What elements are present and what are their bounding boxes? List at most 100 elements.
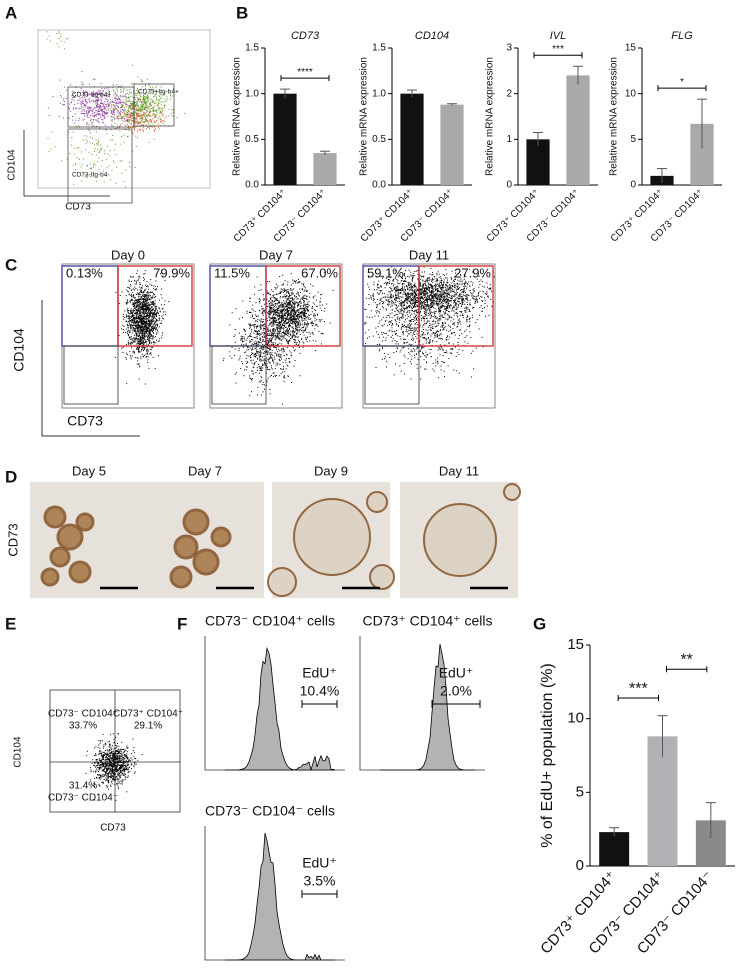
event-dot xyxy=(89,83,90,85)
event-dot xyxy=(154,114,156,116)
event-dot xyxy=(143,109,145,111)
event-dot xyxy=(253,336,255,338)
event-dot xyxy=(264,362,266,364)
event-dot xyxy=(133,307,135,309)
event-dot xyxy=(85,99,87,101)
event-dot xyxy=(271,308,273,310)
event-dot xyxy=(284,330,286,332)
event-dot xyxy=(285,290,287,292)
event-dot xyxy=(152,101,154,103)
event-dot xyxy=(143,122,145,123)
event-dot xyxy=(133,319,135,321)
event-dot xyxy=(283,291,285,292)
event-dot xyxy=(154,110,156,112)
event-dot xyxy=(149,119,151,121)
event-dot xyxy=(291,331,293,333)
event-dot xyxy=(454,287,456,289)
event-dot xyxy=(136,339,138,341)
event-dot xyxy=(301,330,302,332)
event-dot xyxy=(273,346,275,348)
event-dot xyxy=(155,342,157,344)
event-dot xyxy=(124,96,126,98)
event-dot xyxy=(74,148,76,149)
event-dot xyxy=(268,330,270,331)
event-dot xyxy=(171,95,173,97)
event-dot xyxy=(100,100,102,102)
event-dot xyxy=(269,322,271,324)
event-dot xyxy=(282,348,284,350)
event-dot xyxy=(267,312,269,314)
plot-title: Day 7 xyxy=(259,247,293,262)
event-dot xyxy=(261,332,263,334)
event-dot xyxy=(105,129,107,131)
event-dot xyxy=(283,350,285,352)
event-dot xyxy=(276,327,278,329)
event-dot xyxy=(424,271,426,273)
event-dot xyxy=(296,317,298,319)
event-dot xyxy=(143,329,145,331)
event-dot xyxy=(284,280,286,282)
event-dot xyxy=(142,292,144,294)
event-dot xyxy=(410,294,412,296)
event-dot xyxy=(70,101,72,103)
event-dot xyxy=(158,113,160,115)
event-dot xyxy=(127,342,129,344)
event-dot xyxy=(278,359,280,361)
event-dot xyxy=(277,317,279,319)
event-dot xyxy=(74,153,76,155)
event-dot xyxy=(151,304,153,305)
event-dot xyxy=(160,110,162,112)
event-dot xyxy=(147,337,149,339)
event-dot xyxy=(157,325,159,327)
event-dot xyxy=(264,303,266,305)
event-dot xyxy=(99,127,100,129)
event-dot xyxy=(289,307,291,309)
event-dot xyxy=(279,316,281,318)
event-dot xyxy=(148,319,150,321)
event-dot xyxy=(140,96,142,98)
event-dot xyxy=(155,327,157,329)
event-dot xyxy=(139,118,141,120)
event-dot xyxy=(138,92,140,94)
event-dot xyxy=(92,171,94,173)
event-dot xyxy=(129,342,131,344)
event-dot xyxy=(138,299,140,300)
event-dot xyxy=(97,93,99,95)
event-dot xyxy=(102,115,104,117)
event-dot xyxy=(248,349,250,351)
event-dot xyxy=(276,324,278,326)
event-dot xyxy=(151,302,152,304)
event-dot xyxy=(74,113,76,115)
event-dot xyxy=(135,126,137,128)
event-dot xyxy=(304,310,306,312)
event-dot xyxy=(309,296,310,298)
event-dot xyxy=(68,108,70,110)
event-dot xyxy=(133,323,135,325)
event-dot xyxy=(389,306,391,308)
event-dot xyxy=(85,101,87,103)
event-dot xyxy=(139,314,141,316)
event-dot xyxy=(278,302,280,304)
event-dot xyxy=(134,317,136,318)
event-dot xyxy=(264,336,266,338)
event-dot xyxy=(419,285,421,287)
event-dot xyxy=(119,117,121,119)
event-dot xyxy=(115,128,117,130)
event-dot xyxy=(96,120,98,122)
event-dot xyxy=(124,113,126,115)
event-dot xyxy=(253,332,255,334)
event-dot xyxy=(119,102,121,104)
event-dot xyxy=(258,333,260,334)
event-dot xyxy=(266,298,268,300)
event-dot xyxy=(141,116,143,118)
event-dot xyxy=(65,97,67,99)
event-dot xyxy=(84,113,85,114)
event-dot xyxy=(118,85,120,87)
event-dot xyxy=(139,338,141,340)
event-dot xyxy=(130,289,132,291)
event-dot xyxy=(269,375,271,377)
event-dot xyxy=(278,358,280,360)
event-dot xyxy=(259,360,261,362)
event-dot xyxy=(245,366,247,368)
event-dot xyxy=(292,292,294,294)
